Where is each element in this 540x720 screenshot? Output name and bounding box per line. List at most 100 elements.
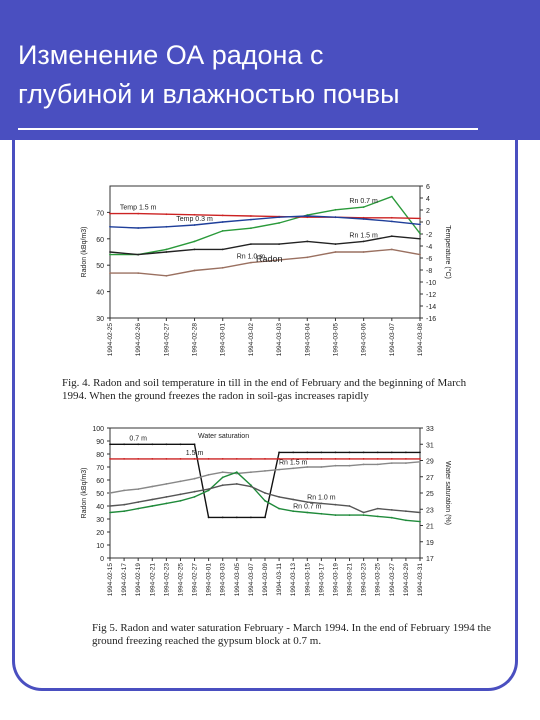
- series-label-temp-0-3-m: Temp 0.3 m: [176, 216, 213, 223]
- data-point-0-7-m: [109, 443, 111, 446]
- data-point-rn-1-5-m: [362, 240, 365, 243]
- data-point-rn-0-7-m: [334, 514, 337, 516]
- data-point-1-5-m: [362, 458, 365, 460]
- data-point-1-5-m: [123, 458, 125, 460]
- y2-tick-label: 19: [426, 540, 434, 547]
- x-tick-label: 1994-02-23: [163, 563, 170, 597]
- y-tick-label: 60: [96, 237, 104, 244]
- data-point-rn-1-0-m: [278, 496, 280, 498]
- data-point-rn-1-0-m: [306, 501, 309, 503]
- data-point-1-5-m: [137, 458, 140, 460]
- data-point-rn-0-7-m: [334, 208, 337, 211]
- data-point-temp-1-5-m: [419, 217, 421, 220]
- data-point-0-7-m: [419, 451, 421, 454]
- x-tick-label: 1994-02-26: [135, 323, 142, 357]
- data-point-0-7-m: [306, 451, 309, 454]
- data-point-rn-0-7-m: [348, 514, 351, 516]
- data-point-rn-1-5-m: [137, 488, 140, 490]
- data-point-1-5-m: [207, 458, 210, 460]
- data-point-rn-1-5-m: [306, 240, 309, 243]
- x-tick-label: 1994-03-21: [347, 563, 354, 597]
- data-point-rn-1-5-m: [376, 463, 379, 466]
- data-point-rn-0-7-m: [390, 516, 393, 519]
- data-point-temp-0-3-m: [278, 216, 280, 219]
- y2-tick-label: -4: [426, 244, 432, 251]
- y2-tick-label: 21: [426, 524, 434, 531]
- data-point-1-5-m: [292, 458, 295, 460]
- x-tick-label: 1994-03-25: [375, 563, 382, 597]
- annotation-water-saturation: Water saturation: [198, 433, 249, 440]
- data-point-rn-1-0-m: [221, 266, 224, 269]
- y-tick-label: 30: [96, 517, 104, 524]
- data-point-rn-1-0-m: [320, 502, 323, 505]
- data-point-1-5-m: [334, 458, 337, 460]
- data-point-rn-1-0-m: [419, 253, 421, 256]
- data-point-rn-1-0-m: [151, 498, 154, 501]
- x-tick-label: 1994-03-01: [206, 563, 213, 597]
- x-tick-label: 1994-03-31: [417, 563, 424, 597]
- y2-tick-label: 4: [426, 196, 430, 203]
- data-point-rn-1-0-m: [306, 256, 309, 259]
- series-label-1-5-m: 1.5 m: [186, 450, 204, 457]
- data-point-rn-0-7-m: [264, 499, 266, 502]
- data-point-rn-1-0-m: [419, 511, 421, 514]
- slide-title: Изменение ОА радона с глубиной и влажнос…: [18, 36, 518, 114]
- title-underline: [18, 128, 478, 130]
- data-point-rn-1-0-m: [362, 511, 365, 514]
- y2-tick-label: -6: [426, 256, 432, 263]
- x-tick-label: 1994-03-11: [276, 563, 283, 596]
- data-point-rn-1-5-m: [278, 243, 280, 245]
- data-point-1-5-m: [320, 458, 323, 460]
- y2-tick-label: -8: [426, 268, 432, 275]
- y-tick-label: 80: [96, 452, 104, 459]
- data-point-rn-1-0-m: [109, 272, 111, 274]
- data-point-rn-1-0-m: [334, 503, 337, 506]
- series-line-rn-1-5-m: [109, 235, 421, 256]
- data-point-1-5-m: [348, 458, 351, 460]
- data-point-rn-1-5-m: [151, 485, 154, 488]
- data-point-rn-1-5-m: [264, 470, 266, 472]
- data-point-temp-1-5-m: [221, 214, 224, 217]
- y2-tick-label: 0: [426, 220, 430, 227]
- x-tick-label: 1994-03-15: [304, 563, 311, 597]
- slide-title-line2: глубиной и влажностью почвы: [18, 79, 400, 109]
- y-tick-label: 40: [96, 290, 104, 297]
- data-point-rn-0-7-m: [405, 519, 407, 522]
- data-point-rn-0-7-m: [193, 496, 196, 498]
- data-point-temp-1-5-m: [390, 216, 393, 219]
- x-tick-label: 1994-03-17: [318, 563, 325, 597]
- series-line-rn-1-0-m: [109, 483, 421, 514]
- series-line-temp-1-5-m: [110, 212, 421, 220]
- data-point-temp-1-5-m: [109, 212, 111, 215]
- data-point-rn-1-5-m: [334, 464, 337, 467]
- data-point-temp-0-3-m: [419, 223, 421, 226]
- data-point-rn-0-7-m: [123, 510, 125, 513]
- data-point-rn-1-0-m: [376, 507, 379, 510]
- data-point-1-5-m: [376, 458, 379, 460]
- data-point-temp-0-3-m: [306, 215, 309, 217]
- x-tick-label: 1994-03-03: [220, 563, 227, 597]
- data-point-rn-1-0-m: [123, 503, 125, 506]
- data-point-1-5-m: [419, 458, 421, 460]
- x-tick-label: 1994-03-05: [234, 563, 241, 597]
- x-tick-label: 1994-03-08: [417, 323, 424, 357]
- x-tick-label: 1994-03-07: [389, 323, 396, 357]
- data-point-rn-1-5-m: [419, 460, 421, 463]
- series-label-rn-1-5-m: Rn 1.5 m: [279, 459, 308, 466]
- series-label-rn-0-7-m: Rn 0.7 m: [349, 198, 378, 205]
- data-point-temp-1-5-m: [193, 213, 196, 216]
- data-point-1-5-m: [151, 458, 154, 460]
- data-point-temp-1-5-m: [250, 215, 252, 217]
- data-point-temp-0-3-m: [165, 225, 168, 228]
- data-point-1-5-m: [405, 458, 407, 460]
- y2-tick-label: 27: [426, 475, 434, 482]
- data-point-rn-1-5-m: [207, 473, 210, 476]
- data-point-temp-0-3-m: [390, 220, 393, 223]
- y-tick-label: 70: [96, 210, 104, 217]
- data-point-1-5-m: [221, 458, 224, 460]
- data-point-rn-1-0-m: [405, 510, 407, 513]
- data-point-0-7-m: [137, 443, 140, 446]
- data-point-1-5-m: [390, 458, 393, 460]
- data-point-rn-0-7-m: [151, 505, 154, 507]
- data-point-rn-0-7-m: [292, 510, 295, 513]
